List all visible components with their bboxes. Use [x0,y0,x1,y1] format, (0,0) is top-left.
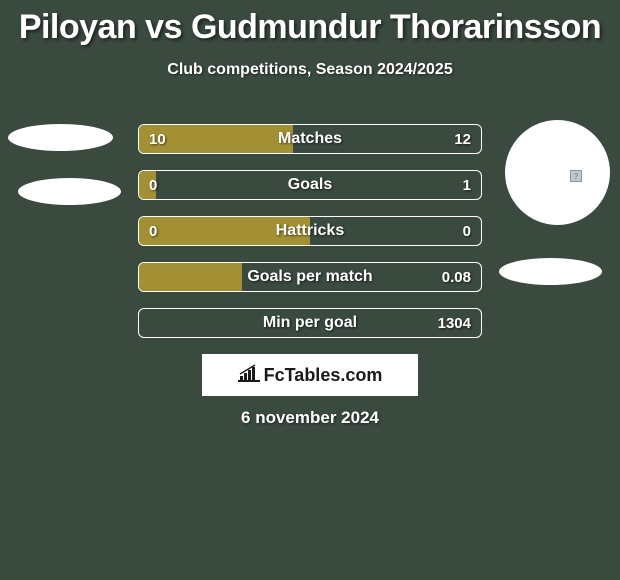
watermark-label: FcTables.com [264,365,383,386]
player-right-country-ellipse [499,258,602,285]
stat-row-goals: 0 Goals 1 [138,170,482,200]
stat-row-min-per-goal: Min per goal 1304 [138,308,482,338]
stat-label: Hattricks [139,217,481,245]
chart-icon [238,364,260,387]
stat-row-goals-per-match: Goals per match 0.08 [138,262,482,292]
player-left-country-ellipse [18,178,121,205]
stats-container: 10 Matches 12 0 Goals 1 0 Hattricks 0 Go… [138,124,482,354]
watermark-text: FcTables.com [238,364,383,387]
stat-label: Min per goal [139,309,481,337]
stat-right-value: 0.08 [442,263,471,291]
stat-right-value: 1304 [438,309,471,337]
subtitle: Club competitions, Season 2024/2025 [0,61,620,79]
page-title: Piloyan vs Gudmundur Thorarinsson [0,0,620,47]
player-right-avatar: ? [505,120,610,225]
image-placeholder-icon: ? [570,170,582,182]
stat-right-value: 12 [454,125,471,153]
date-label: 6 november 2024 [0,408,620,428]
stat-label: Matches [139,125,481,153]
stat-label: Goals [139,171,481,199]
stat-right-value: 1 [463,171,471,199]
stat-right-value: 0 [463,217,471,245]
watermark: FcTables.com [202,354,418,396]
stat-row-hattricks: 0 Hattricks 0 [138,216,482,246]
stat-label: Goals per match [139,263,481,291]
stat-row-matches: 10 Matches 12 [138,124,482,154]
player-left-ellipse [8,124,113,151]
avatar-circle: ? [505,120,610,225]
